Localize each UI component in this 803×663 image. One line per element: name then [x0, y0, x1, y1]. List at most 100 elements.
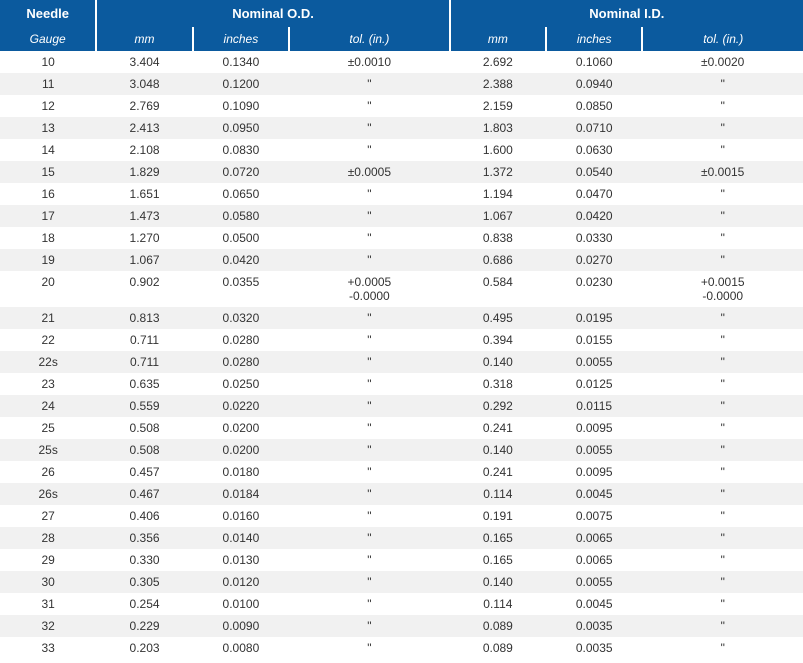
cell-id_tol: ": [642, 615, 803, 637]
cell-gauge: 13: [0, 117, 96, 139]
cell-od_mm: 1.651: [96, 183, 192, 205]
cell-id_in: 0.0055: [546, 571, 642, 593]
cell-id_in: 0.0630: [546, 139, 642, 161]
cell-id_tol: ": [642, 373, 803, 395]
cell-od_in: 0.0355: [193, 271, 289, 307]
cell-id_tol: ": [642, 637, 803, 659]
cell-id_mm: 0.686: [450, 249, 546, 271]
table-row: 22s0.7110.0280"0.1400.0055": [0, 351, 803, 373]
cell-od_mm: 0.457: [96, 461, 192, 483]
cell-od_tol: ": [289, 527, 450, 549]
cell-id_in: 0.0230: [546, 271, 642, 307]
cell-id_in: 0.0850: [546, 95, 642, 117]
needle-gauge-table: Needle Nominal O.D. Nominal I.D. Gauge m…: [0, 0, 803, 659]
cell-id_in: 0.0420: [546, 205, 642, 227]
cell-id_in: 0.0055: [546, 439, 642, 461]
cell-id_tol: ": [642, 227, 803, 249]
cell-od_mm: 0.508: [96, 439, 192, 461]
cell-od_tol: ": [289, 139, 450, 161]
cell-od_in: 0.0160: [193, 505, 289, 527]
cell-gauge: 33: [0, 637, 96, 659]
cell-id_in: 0.0065: [546, 549, 642, 571]
cell-gauge: 22s: [0, 351, 96, 373]
cell-id_in: 0.0115: [546, 395, 642, 417]
table-body: 103.4040.1340±0.00102.6920.1060±0.002011…: [0, 51, 803, 659]
cell-id_mm: 1.372: [450, 161, 546, 183]
cell-id_mm: 0.165: [450, 527, 546, 549]
header-id: Nominal I.D.: [450, 0, 803, 27]
cell-od_mm: 0.305: [96, 571, 192, 593]
cell-id_tol: ": [642, 117, 803, 139]
cell-gauge: 27: [0, 505, 96, 527]
cell-id_mm: 0.495: [450, 307, 546, 329]
cell-id_mm: 0.089: [450, 615, 546, 637]
cell-od_tol: ": [289, 95, 450, 117]
cell-gauge: 28: [0, 527, 96, 549]
cell-id_mm: 0.140: [450, 571, 546, 593]
cell-gauge: 16: [0, 183, 96, 205]
table-row: 320.2290.0090"0.0890.0035": [0, 615, 803, 637]
cell-od_in: 0.0830: [193, 139, 289, 161]
cell-id_in: 0.0470: [546, 183, 642, 205]
subheader-od-mm: mm: [96, 27, 192, 51]
cell-od_in: 0.0720: [193, 161, 289, 183]
cell-id_in: 0.0095: [546, 417, 642, 439]
cell-od_in: 0.1340: [193, 51, 289, 73]
cell-id_mm: 0.140: [450, 439, 546, 461]
cell-od_tol: ": [289, 117, 450, 139]
cell-od_mm: 2.769: [96, 95, 192, 117]
cell-od_mm: 0.330: [96, 549, 192, 571]
cell-od_in: 0.1200: [193, 73, 289, 95]
cell-od_in: 0.0100: [193, 593, 289, 615]
cell-od_mm: 0.711: [96, 329, 192, 351]
cell-id_in: 0.0065: [546, 527, 642, 549]
subheader-od-in: inches: [193, 27, 289, 51]
cell-od_mm: 1.067: [96, 249, 192, 271]
cell-id_tol: ": [642, 351, 803, 373]
cell-od_in: 0.0090: [193, 615, 289, 637]
cell-id_mm: 0.165: [450, 549, 546, 571]
table-row: 181.2700.0500"0.8380.0330": [0, 227, 803, 249]
cell-gauge: 10: [0, 51, 96, 73]
subheader-gauge: Gauge: [0, 27, 96, 51]
cell-od_in: 0.0184: [193, 483, 289, 505]
cell-gauge: 22: [0, 329, 96, 351]
cell-id_in: 0.0710: [546, 117, 642, 139]
cell-gauge: 24: [0, 395, 96, 417]
cell-od_in: 0.0220: [193, 395, 289, 417]
table-row: 161.6510.0650"1.1940.0470": [0, 183, 803, 205]
cell-id_tol: ": [642, 139, 803, 161]
cell-gauge: 29: [0, 549, 96, 571]
cell-gauge: 17: [0, 205, 96, 227]
cell-od_tol: ": [289, 417, 450, 439]
cell-gauge: 18: [0, 227, 96, 249]
table-row: 250.5080.0200"0.2410.0095": [0, 417, 803, 439]
cell-od_mm: 3.048: [96, 73, 192, 95]
cell-id_tol: ": [642, 593, 803, 615]
cell-id_tol: +0.0015 -0.0000: [642, 271, 803, 307]
table-row: 230.6350.0250"0.3180.0125": [0, 373, 803, 395]
cell-id_tol: ": [642, 439, 803, 461]
cell-gauge: 30: [0, 571, 96, 593]
cell-od_tol: ": [289, 549, 450, 571]
table-row: 220.7110.0280"0.3940.0155": [0, 329, 803, 351]
cell-od_in: 0.0120: [193, 571, 289, 593]
cell-od_in: 0.0320: [193, 307, 289, 329]
cell-od_in: 0.0250: [193, 373, 289, 395]
cell-id_tol: ±0.0020: [642, 51, 803, 73]
cell-id_in: 0.0035: [546, 637, 642, 659]
cell-id_mm: 0.584: [450, 271, 546, 307]
cell-id_mm: 2.692: [450, 51, 546, 73]
cell-od_in: 0.0500: [193, 227, 289, 249]
table-row: 25s0.5080.0200"0.1400.0055": [0, 439, 803, 461]
table-row: 270.4060.0160"0.1910.0075": [0, 505, 803, 527]
cell-od_tol: ": [289, 505, 450, 527]
cell-od_mm: 0.508: [96, 417, 192, 439]
cell-od_mm: 1.829: [96, 161, 192, 183]
cell-od_mm: 2.413: [96, 117, 192, 139]
cell-od_mm: 3.404: [96, 51, 192, 73]
cell-id_mm: 0.838: [450, 227, 546, 249]
cell-id_in: 0.0940: [546, 73, 642, 95]
table-row: 26s0.4670.0184"0.1140.0045": [0, 483, 803, 505]
cell-gauge: 21: [0, 307, 96, 329]
